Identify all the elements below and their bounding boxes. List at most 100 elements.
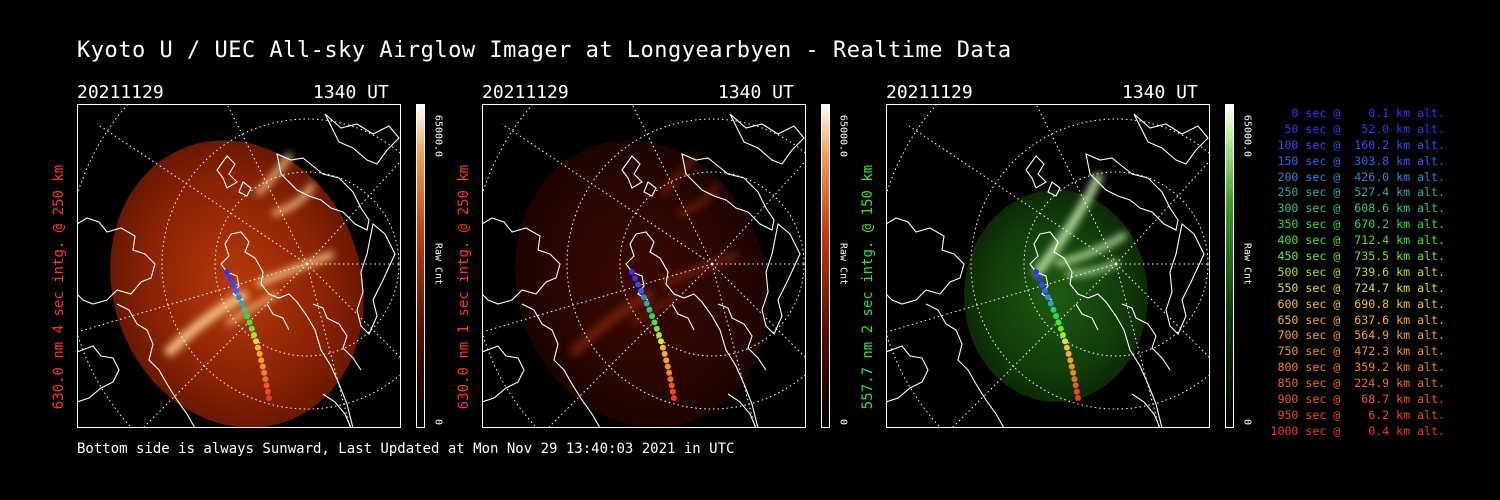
trajectory-dot (256, 350, 263, 357)
allsky-map (77, 104, 401, 428)
trajectory-dot (248, 325, 255, 332)
colorbar-unit-label: Raw Cnt (1241, 242, 1253, 286)
trajectory-dot (629, 269, 635, 275)
colorbar-min-label: 0 (432, 418, 444, 426)
panel-ylabel: 557.7 nm 2 sec intg. @ 150 km (860, 164, 876, 410)
trajectory-dot (669, 388, 676, 395)
legend-row: 550 sec @ 724.7 km alt. (1277, 280, 1445, 295)
panel-date: 20211129 (77, 82, 164, 103)
trajectory-dot (632, 275, 639, 282)
imager-panel-557nm-2sec: 20211129 1340 UT 557.7 nm 2 sec intg. @ … (860, 80, 1306, 440)
trajectory-dot (1044, 294, 1051, 301)
trajectory-dot (661, 350, 668, 357)
legend-row: 0 sec @ 0.1 km alt. (1291, 106, 1445, 120)
panel-date: 20211129 (886, 82, 973, 103)
legend-row: 50 sec @ 52.0 km alt. (1284, 121, 1445, 136)
trajectory-dot (1060, 332, 1066, 338)
trajectory-dot (664, 363, 671, 370)
colorbar (1225, 104, 1234, 428)
colorbar (821, 104, 830, 428)
legend-row: 700 sec @ 564.9 km alt. (1277, 328, 1445, 343)
trajectory-dot (1065, 350, 1072, 357)
trajectory-dot (649, 313, 656, 320)
trajectory-dot (653, 325, 660, 332)
trajectory-dot (638, 287, 645, 294)
legend-row: 300 sec @ 608.6 km alt. (1277, 201, 1445, 216)
trajectory-dot (1053, 313, 1060, 320)
trajectory-dot (261, 369, 268, 376)
legend-row: 850 sec @ 224.9 km alt. (1277, 376, 1445, 391)
trajectory-dot (1039, 281, 1046, 288)
legend-row: 900 sec @ 68.7 km alt. (1277, 392, 1445, 407)
trajectory-dot (1062, 338, 1069, 345)
trajectory-dot (258, 357, 265, 364)
panel-time: 1340 UT (718, 82, 794, 103)
colorbar-max-label: 65000.0 (837, 114, 849, 158)
trajectory-dot (227, 275, 234, 282)
colorbar (416, 104, 425, 428)
imager-panel-630nm-1sec: 20211129 1340 UT 630.0 nm 1 sec intg. @ … (456, 80, 902, 440)
panel-ylabel: 630.0 nm 1 sec intg. @ 250 km (456, 164, 472, 410)
page-title: Kyoto U / UEC All-sky Airglow Imager at … (77, 38, 1012, 63)
trajectory-dot (1067, 357, 1074, 364)
trajectory-dot (224, 269, 230, 275)
colorbar-min-label: 0 (1241, 418, 1253, 426)
trajectory-dot (238, 300, 245, 307)
trajectory-dot (1033, 269, 1039, 275)
trajectory-dot (640, 294, 647, 301)
trajectory-dot (1071, 376, 1078, 383)
trajectory-dot (1042, 287, 1049, 294)
trajectory-dot (635, 281, 642, 288)
colorbar-max-label: 65000.0 (1241, 114, 1253, 158)
imager-panel-630nm-4sec: 20211129 1340 UT 630.0 nm 4 sec intg. @ … (51, 80, 497, 440)
panel-time: 1340 UT (1122, 82, 1198, 103)
trajectory-dot (263, 382, 270, 389)
legend-row: 350 sec @ 670.2 km alt. (1277, 217, 1445, 232)
trajectory-dot (262, 376, 269, 383)
trajectory-dot (244, 313, 251, 320)
trajectory-dot (651, 319, 658, 326)
trajectory-dot (1050, 306, 1057, 313)
trajectory-dot (235, 294, 242, 301)
trajectory-dot (646, 306, 653, 313)
allsky-map (482, 104, 806, 428)
legend-row: 750 sec @ 472.3 km alt. (1277, 344, 1445, 359)
trajectory-dot (254, 344, 261, 351)
trajectory-dot (1047, 300, 1054, 307)
legend-row: 250 sec @ 527.4 km alt. (1277, 185, 1445, 200)
legend-row: 650 sec @ 637.6 km alt. (1277, 312, 1445, 327)
footer-update-text: Bottom side is always Sunward, Last Upda… (77, 441, 735, 457)
trajectory-dot (1075, 395, 1081, 401)
trajectory-dot (667, 376, 674, 383)
legend-row: 500 sec @ 739.6 km alt. (1277, 264, 1445, 279)
colorbar-unit-label: Raw Cnt (432, 242, 444, 286)
legend-row: 600 sec @ 690.8 km alt. (1277, 296, 1445, 311)
colorbar-unit-label: Raw Cnt (837, 242, 849, 286)
colorbar-min-label: 0 (837, 418, 849, 426)
trajectory-dot (671, 395, 677, 401)
trajectory-dot (1057, 325, 1064, 332)
trajectory-dot (643, 300, 650, 307)
trajectory-dot (246, 319, 253, 326)
trajectory-legend: 0 sec @ 0.1 km alt. 50 sec @ 52.0 km alt.… (1265, 106, 1445, 440)
colorbar-max-label: 65000.0 (432, 114, 444, 158)
trajectory-dot (656, 332, 662, 338)
panel-ylabel: 630.0 nm 4 sec intg. @ 250 km (51, 164, 67, 410)
legend-row: 1000 sec @ 0.4 km alt. (1270, 423, 1445, 438)
trajectory-dot (1070, 369, 1077, 376)
panel-date: 20211129 (482, 82, 569, 103)
trajectory-dot (1073, 388, 1080, 395)
allsky-map (886, 104, 1210, 428)
legend-row: 150 sec @ 303.8 km alt. (1277, 153, 1445, 168)
trajectory-dot (659, 344, 666, 351)
legend-row: 200 sec @ 426.0 km alt. (1277, 169, 1445, 184)
legend-row: 400 sec @ 712.4 km alt. (1277, 233, 1445, 248)
trajectory-dot (658, 338, 665, 345)
trajectory-dot (663, 357, 670, 364)
trajectory-dot (668, 382, 675, 389)
trajectory-dot (251, 332, 257, 338)
trajectory-dot (253, 338, 260, 345)
trajectory-dot (241, 306, 248, 313)
panel-time: 1340 UT (313, 82, 389, 103)
legend-row: 450 sec @ 735.5 km alt. (1277, 249, 1445, 264)
